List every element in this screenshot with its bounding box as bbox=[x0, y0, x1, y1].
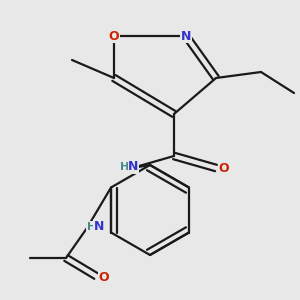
Text: O: O bbox=[109, 29, 119, 43]
Text: N: N bbox=[94, 220, 104, 233]
Text: O: O bbox=[218, 161, 229, 175]
Text: N: N bbox=[128, 160, 139, 173]
Text: H: H bbox=[87, 221, 96, 232]
Text: N: N bbox=[181, 29, 191, 43]
Text: O: O bbox=[98, 271, 109, 284]
Text: H: H bbox=[120, 161, 129, 172]
